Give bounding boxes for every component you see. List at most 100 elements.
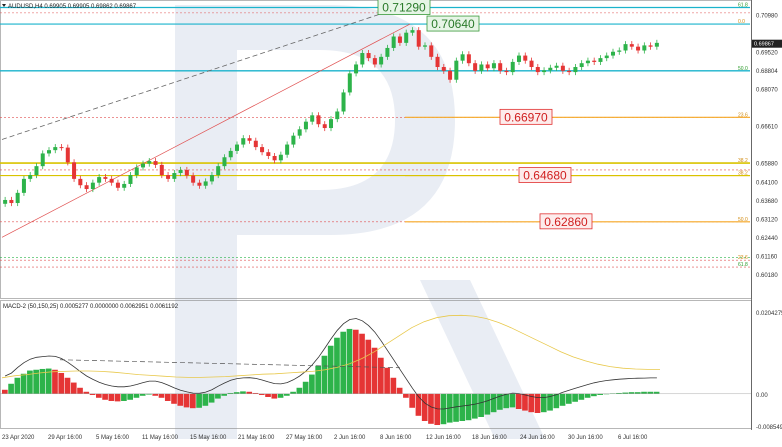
candle [247, 138, 252, 141]
histogram-bar [559, 393, 566, 406]
histogram-bar [340, 331, 347, 394]
histogram-bar [290, 391, 296, 394]
fib-level-label: 38.2 [738, 171, 748, 177]
histogram-bar [315, 365, 321, 394]
candle [548, 67, 553, 71]
y-tick-label: 0.61160 [756, 255, 778, 261]
y-tick-label: 0.65880 [756, 162, 778, 168]
candle [166, 175, 171, 179]
y-tick-label: 0.66610 [756, 125, 778, 131]
histogram-bar [409, 393, 415, 408]
candle [379, 56, 384, 65]
histogram-bar [327, 345, 334, 394]
histogram-bar [83, 391, 90, 394]
signal-line [1, 314, 660, 379]
histogram-bar [603, 393, 610, 395]
histogram-bar [96, 393, 102, 398]
price-annotation-label: 0.64680 [523, 169, 567, 183]
histogram-bar [33, 369, 39, 394]
histogram-bar [133, 393, 140, 398]
histogram-bar [622, 392, 629, 394]
histogram-bar [284, 393, 290, 396]
histogram-bar [246, 391, 253, 394]
x-tick-label: 21 May 16:00 [238, 435, 275, 441]
histogram-bar [164, 393, 171, 401]
candle [297, 129, 302, 136]
collapse-triangle-icon[interactable] [2, 4, 6, 7]
candle [516, 55, 522, 62]
histogram-bar [566, 393, 572, 404]
histogram-bar [52, 369, 58, 394]
candle [648, 45, 653, 47]
x-tick-label: 5 May 16:00 [96, 435, 130, 441]
candle [266, 152, 271, 156]
candle [134, 167, 139, 176]
candle [585, 60, 590, 64]
histogram-bar [152, 393, 159, 396]
histogram-bar [453, 393, 459, 422]
candle [498, 63, 503, 71]
trend-line-dashed [1, 7, 401, 140]
candle [197, 182, 202, 186]
candle [316, 115, 321, 125]
fib-level-label: 38.2 [738, 158, 748, 164]
macd-y-tick-label: -0.008549 [756, 425, 782, 431]
candle [72, 162, 77, 179]
histogram-bar [334, 337, 340, 394]
candle [554, 65, 559, 68]
histogram-bar [45, 368, 52, 394]
macd-histogram [2, 328, 660, 426]
macd-line [4, 318, 657, 410]
macd-header: MACD-2 (50,150,25) 0.0005277 0.0000000 0… [3, 304, 179, 310]
histogram-bar [227, 392, 234, 394]
candle [241, 138, 246, 145]
y-tick-label: 0.62440 [756, 236, 778, 242]
candle [416, 30, 421, 47]
candle [122, 183, 127, 188]
candle [184, 169, 189, 176]
histogram-bar [415, 393, 422, 416]
candle [310, 115, 315, 122]
candle [341, 92, 346, 112]
candle [28, 175, 33, 179]
candle [354, 64, 359, 74]
fib-level-label: 61.8 [738, 3, 748, 9]
candle [209, 175, 214, 182]
histogram-bar [321, 355, 328, 394]
fib-level-label: 50.0 [738, 66, 748, 72]
candle [59, 147, 64, 149]
histogram-bar [647, 391, 654, 394]
candle [159, 164, 164, 176]
candle [623, 44, 628, 51]
price-annotation-box [377, 0, 431, 15]
candle [115, 182, 120, 188]
candle [610, 51, 616, 56]
candle [90, 182, 95, 190]
candle [372, 58, 377, 65]
candle [542, 70, 547, 73]
candle [479, 64, 484, 71]
y-tick-label: 0.63120 [756, 218, 778, 224]
trend-line-red [1, 23, 411, 238]
candle [429, 45, 434, 57]
candle [303, 121, 308, 130]
candle [604, 55, 609, 59]
price-annotation-label: 0.70640 [431, 17, 475, 31]
fib-level-label: 50.0 [738, 217, 748, 223]
histogram-bar [271, 393, 278, 399]
histogram-bar [547, 393, 553, 411]
histogram-bar [465, 393, 472, 421]
time-x-axis: 23 Apr 2020 29 Apr 16:00 5 May 16:00 11 May… [2, 435, 648, 441]
price-y-axis: 0.70980 0.69520 0.68804 0.68070 0.66610 0.658… [756, 13, 782, 431]
histogram-bar [108, 393, 115, 401]
histogram-bar [346, 328, 353, 394]
candle [328, 119, 334, 129]
histogram-bar [428, 393, 434, 424]
candle [592, 60, 597, 62]
candle [579, 63, 584, 68]
histogram-bar [434, 393, 441, 426]
chart-header: AUDUSD,H4 0.69905 0.69905 0.69862 0.6986… [8, 4, 137, 10]
candle [598, 58, 603, 62]
histogram-bar [584, 393, 591, 398]
